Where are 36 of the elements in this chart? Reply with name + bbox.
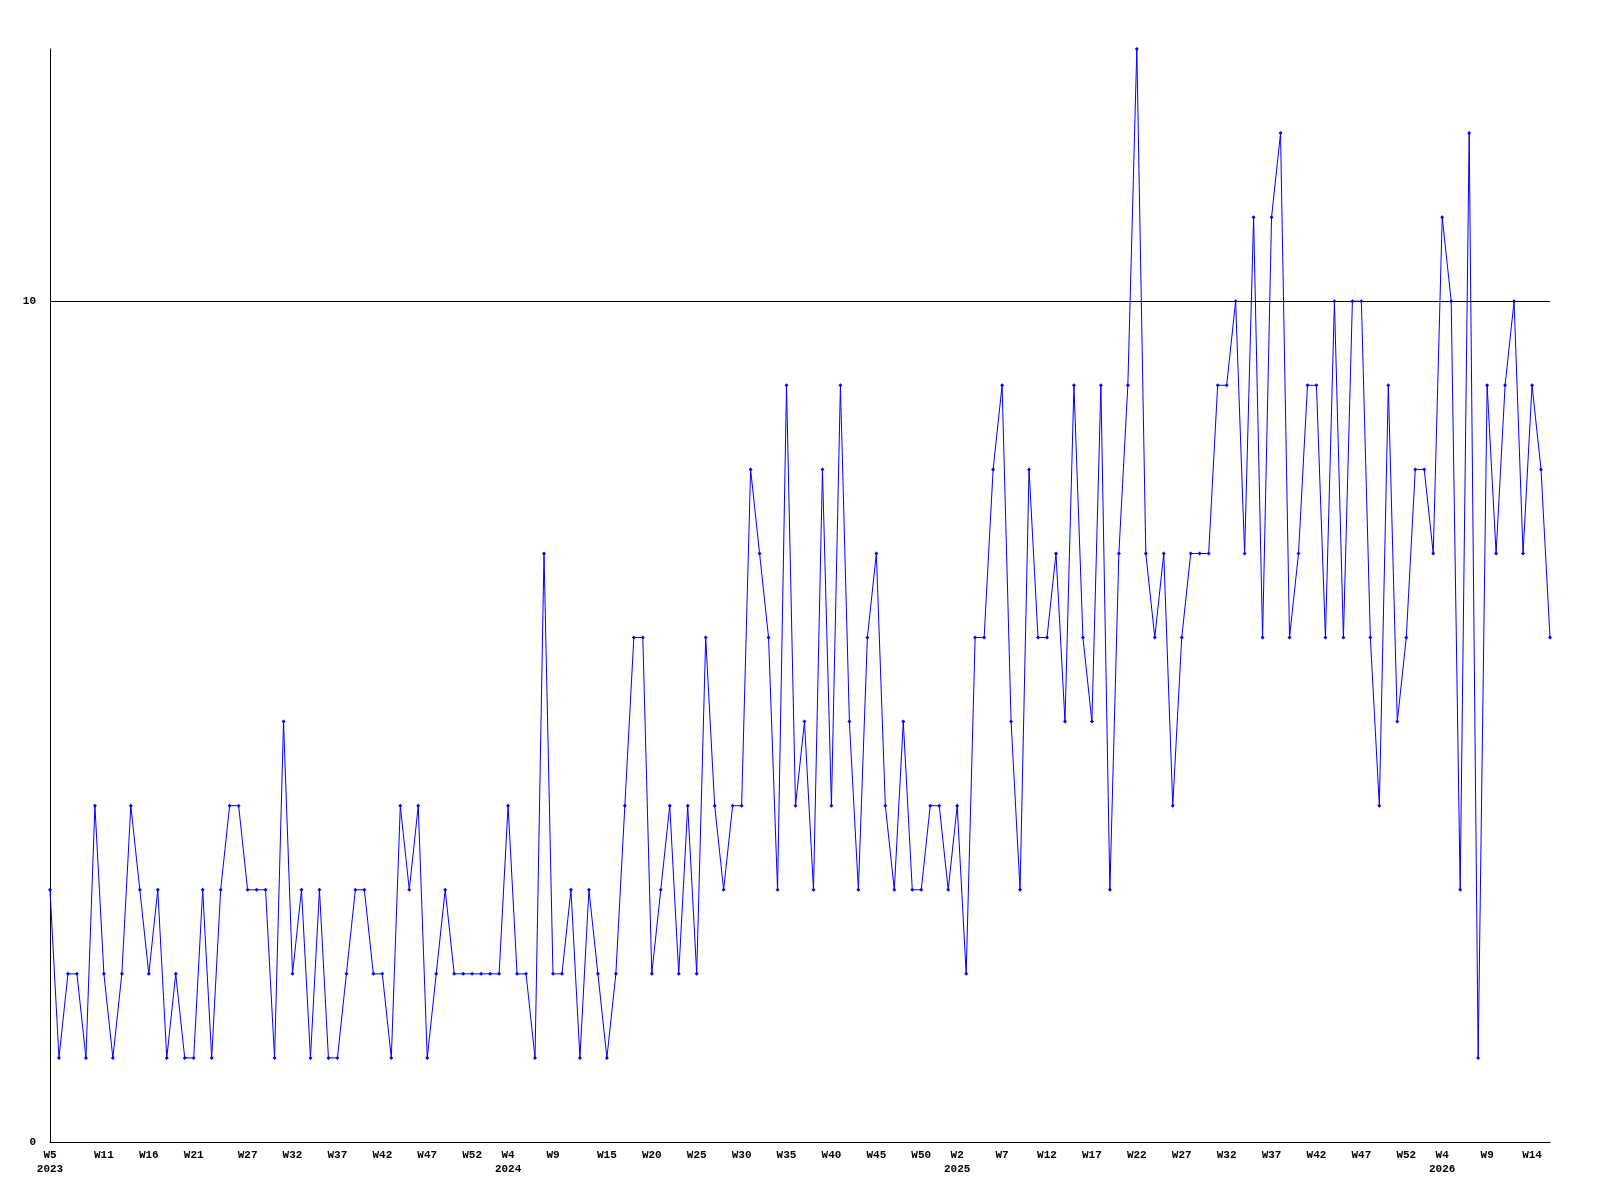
x-tick-label: W2 2025 [943, 1149, 971, 1175]
x-tick-label: W40 [821, 1149, 842, 1161]
x-tick-label: W50 [911, 1149, 932, 1161]
x-tick-label: W9 [546, 1149, 560, 1161]
x-tick-label: W42 [372, 1149, 393, 1161]
x-tick-label: W17 [1082, 1149, 1102, 1161]
x-tick-label: W14 [1522, 1149, 1543, 1161]
x-tick-label: W22 [1126, 1149, 1147, 1161]
x-tick-label: W11 [93, 1149, 115, 1161]
x-tick-label: W25 [686, 1149, 707, 1161]
x-tick-label: W5 2023 [36, 1149, 64, 1175]
x-tick-label: W27 [1171, 1149, 1192, 1161]
x-tick-label: W21 [183, 1149, 205, 1161]
x-tick-label: W12 [1037, 1149, 1057, 1161]
x-tick-label: W32 [1216, 1149, 1237, 1161]
x-tick-label: W30 [731, 1149, 752, 1161]
x-tick-label: W35 [776, 1149, 797, 1161]
x-tick-label: W20 [641, 1149, 662, 1161]
x-tick-label: W37 [1261, 1149, 1282, 1161]
x-tick-label: W9 [1480, 1149, 1494, 1161]
x-tick-label: W52 [1396, 1149, 1417, 1161]
x-tick-label: W16 [138, 1149, 159, 1161]
y-tick-label: 0 [29, 1136, 36, 1148]
x-tick-label: W37 [327, 1149, 348, 1161]
x-tick-label: W4 2026 [1429, 1149, 1456, 1175]
x-tick-label: W47 [1351, 1149, 1372, 1161]
y-tick-label: 10 [22, 295, 36, 308]
x-tick-label: W47 [417, 1149, 438, 1161]
x-tick-label: W27 [237, 1149, 258, 1161]
x-tick-label: W4 2024 [494, 1149, 522, 1175]
x-tick-label: W7 [995, 1149, 1009, 1161]
x-tick-label: W15 [596, 1149, 618, 1161]
x-tick-label: W45 [866, 1149, 887, 1161]
x-tick-label: W52 [462, 1149, 483, 1161]
x-tick-label: W42 [1306, 1149, 1327, 1161]
x-tick-label: W32 [282, 1149, 303, 1161]
